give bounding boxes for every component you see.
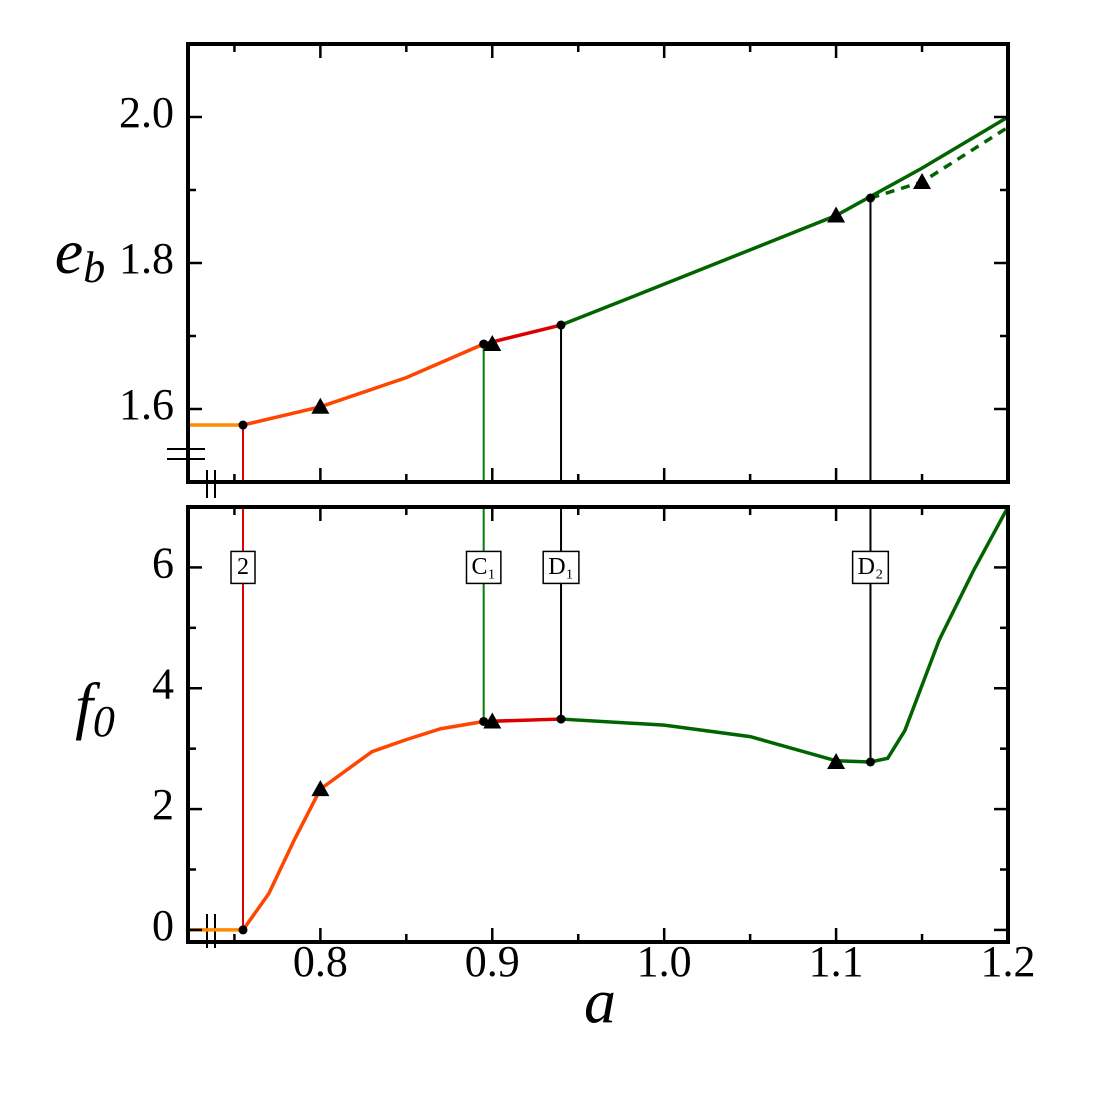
y-tick-label: 1.8	[119, 234, 174, 283]
curve	[483, 323, 562, 346]
annotation-label: D₂	[858, 554, 884, 580]
point	[865, 193, 875, 203]
y-axis-label-base: e	[55, 216, 83, 287]
curve	[869, 125, 1009, 200]
annotation-box	[542, 550, 580, 585]
annotation-label: D₁	[548, 554, 574, 580]
annotation-label: 2	[237, 554, 249, 580]
curve	[241, 719, 484, 931]
frame	[186, 505, 1010, 944]
y-tick-label: 0	[152, 901, 174, 950]
annotation-box	[230, 550, 256, 585]
y-tick-label: 2.0	[119, 88, 174, 137]
y-tick-label: 4	[152, 659, 174, 708]
frame	[186, 42, 1010, 484]
point	[556, 714, 566, 724]
triangle-marker	[311, 780, 330, 797]
triangle-marker	[483, 712, 502, 729]
triangle-marker	[913, 172, 932, 189]
y-axis-label-sub: 0	[93, 697, 115, 746]
curve	[242, 342, 485, 427]
x-tick-label: 0.8	[293, 937, 348, 986]
y-tick-label: 1.6	[119, 380, 174, 429]
annotation-box	[851, 550, 890, 585]
point	[479, 339, 489, 349]
annotation-label: C₁	[471, 554, 495, 580]
triangle-marker	[483, 335, 502, 352]
y-axis-label: eb	[55, 216, 105, 292]
triangle-marker	[827, 752, 846, 769]
y-axis-label-sub: b	[83, 243, 105, 292]
x-tick-label: 0.9	[465, 937, 520, 986]
point	[238, 420, 248, 430]
annotation-box	[465, 550, 502, 585]
point	[865, 757, 875, 767]
curve	[560, 506, 1010, 764]
point	[556, 320, 566, 330]
y-tick-label: 6	[152, 539, 174, 588]
curve	[560, 115, 1009, 327]
axis-break	[167, 448, 216, 948]
point	[479, 716, 489, 726]
y-axis-label: f0	[75, 670, 115, 746]
x-tick-label: 1.0	[637, 937, 692, 986]
x-axis-label: a	[584, 966, 616, 1037]
triangle-marker	[827, 206, 846, 223]
x-tick-label: 1.2	[981, 937, 1036, 986]
x-tick-label: 1.1	[809, 937, 864, 986]
triangle-marker	[311, 397, 330, 414]
point	[238, 925, 248, 935]
y-tick-label: 2	[152, 780, 174, 829]
